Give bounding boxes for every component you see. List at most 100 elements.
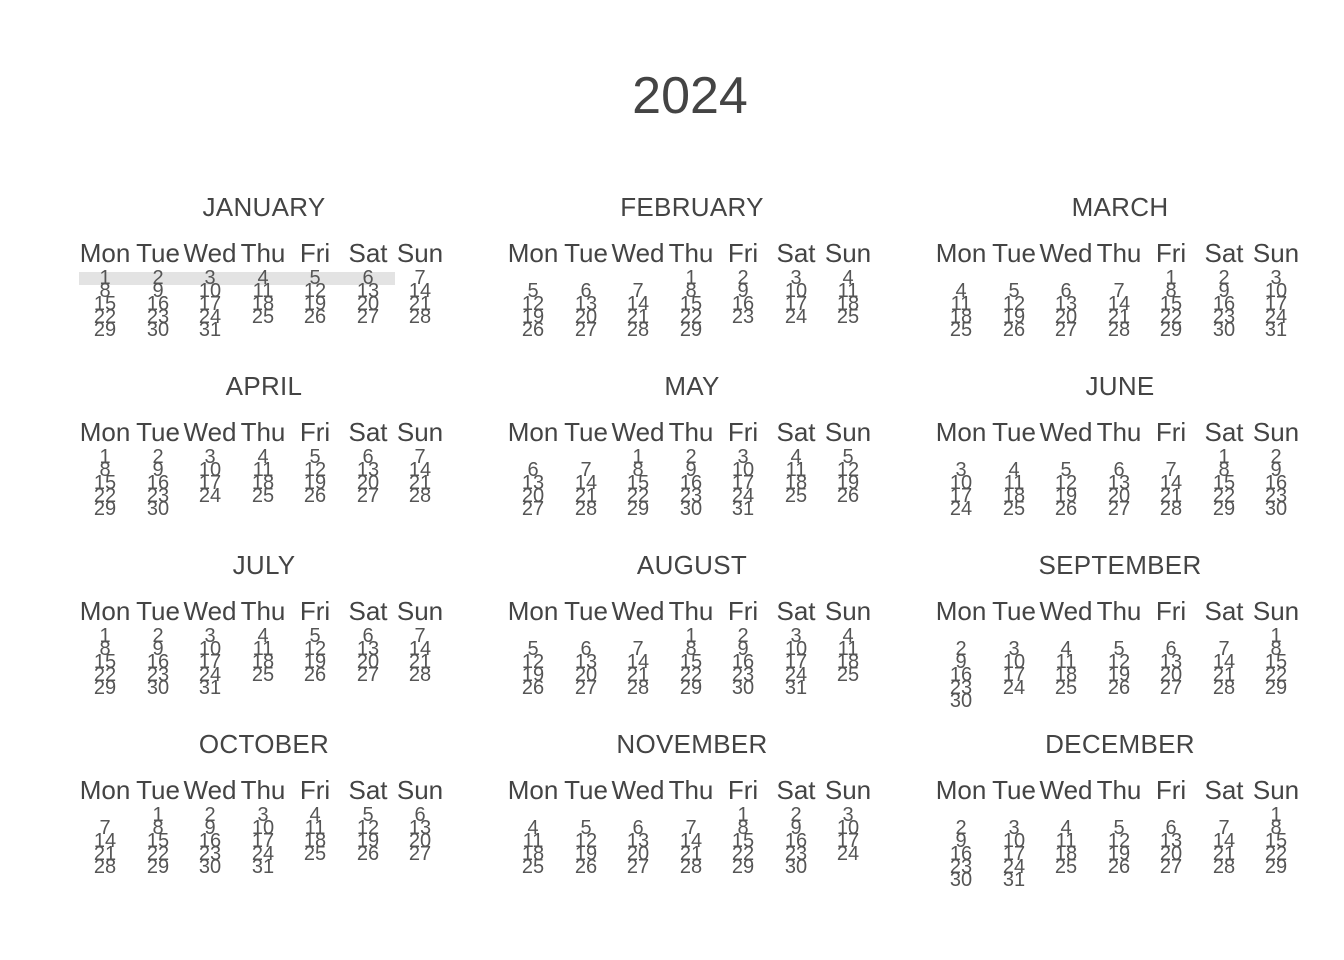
day-cell[interactable]: 27 (1054, 319, 1078, 341)
day-cell[interactable]: 30 (146, 498, 170, 520)
day-cell[interactable]: 9 (152, 280, 164, 302)
day-cell[interactable]: 24 (949, 498, 973, 520)
day-cell[interactable]: 18 (251, 472, 275, 494)
day-cell[interactable]: 2 (737, 625, 749, 647)
day-cell[interactable]: 1 (737, 804, 749, 826)
day-cell[interactable]: 4 (309, 804, 321, 826)
day-cell[interactable]: 19 (303, 472, 327, 494)
day-cell[interactable]: 8 (1218, 459, 1230, 481)
day-cell[interactable]: 10 (1264, 280, 1288, 302)
day-cell[interactable]: 15 (679, 293, 703, 315)
day-cell[interactable]: 5 (1113, 638, 1125, 660)
day-cell[interactable]: 10 (198, 280, 222, 302)
day-cell[interactable]: 5 (580, 817, 592, 839)
day-cell[interactable]: 21 (626, 306, 650, 328)
day-cell[interactable]: 22 (1264, 843, 1288, 865)
day-cell[interactable]: 5 (309, 446, 321, 468)
day-cell[interactable]: 2 (152, 625, 164, 647)
day-cell[interactable]: 7 (99, 817, 111, 839)
day-cell[interactable]: 21 (626, 664, 650, 686)
day-cell[interactable]: 12 (574, 830, 598, 852)
day-cell[interactable]: 16 (1212, 293, 1236, 315)
day-cell[interactable]: 6 (1165, 817, 1177, 839)
day-cell[interactable]: 19 (836, 472, 860, 494)
day-cell[interactable]: 9 (1270, 459, 1282, 481)
day-cell[interactable]: 22 (731, 843, 755, 865)
day-cell[interactable]: 29 (1159, 319, 1183, 341)
day-cell[interactable]: 28 (1212, 856, 1236, 878)
day-cell[interactable]: 1 (1218, 446, 1230, 468)
day-cell[interactable]: 29 (1264, 677, 1288, 699)
day-cell[interactable]: 12 (521, 651, 545, 673)
day-cell[interactable]: 13 (356, 459, 380, 481)
day-cell[interactable]: 7 (414, 267, 426, 289)
day-cell[interactable]: 3 (955, 459, 967, 481)
day-cell[interactable]: 4 (527, 817, 539, 839)
day-cell[interactable]: 28 (626, 677, 650, 699)
day-cell[interactable]: 4 (257, 267, 269, 289)
day-cell[interactable]: 6 (580, 638, 592, 660)
day-cell[interactable]: 4 (1008, 459, 1020, 481)
day-cell[interactable]: 5 (309, 625, 321, 647)
day-cell[interactable]: 20 (626, 843, 650, 865)
day-cell[interactable]: 8 (1165, 280, 1177, 302)
day-cell[interactable]: 16 (198, 830, 222, 852)
day-cell[interactable]: 11 (252, 638, 274, 660)
day-cell[interactable]: 26 (303, 664, 327, 686)
day-cell[interactable]: 25 (251, 306, 275, 328)
day-cell[interactable]: 23 (146, 485, 170, 507)
day-cell[interactable]: 22 (679, 664, 703, 686)
day-cell[interactable]: 13 (356, 638, 380, 660)
day-cell[interactable]: 4 (257, 625, 269, 647)
day-cell[interactable]: 10 (1002, 830, 1026, 852)
day-cell[interactable]: 23 (784, 843, 808, 865)
day-cell[interactable]: 27 (356, 306, 380, 328)
day-cell[interactable]: 30 (146, 677, 170, 699)
day-cell[interactable]: 13 (521, 472, 545, 494)
day-cell[interactable]: 14 (1212, 830, 1236, 852)
day-cell[interactable]: 16 (949, 664, 973, 686)
day-cell[interactable]: 23 (949, 856, 973, 878)
day-cell[interactable]: 20 (1107, 485, 1131, 507)
day-cell[interactable]: 16 (679, 472, 703, 494)
day-cell[interactable]: 23 (1264, 485, 1288, 507)
day-cell[interactable]: 21 (1212, 664, 1236, 686)
day-cell[interactable]: 29 (1212, 498, 1236, 520)
day-cell[interactable]: 7 (580, 459, 592, 481)
day-cell[interactable]: 27 (408, 843, 432, 865)
day-cell[interactable]: 19 (521, 664, 545, 686)
day-cell[interactable]: 26 (303, 485, 327, 507)
day-cell[interactable]: 24 (198, 485, 222, 507)
day-cell[interactable]: 17 (836, 830, 860, 852)
day-cell[interactable]: 31 (1264, 319, 1288, 341)
day-cell[interactable]: 14 (626, 293, 650, 315)
day-cell[interactable]: 28 (1212, 677, 1236, 699)
day-cell[interactable]: 10 (731, 459, 755, 481)
day-cell[interactable]: 4 (790, 446, 802, 468)
day-cell[interactable]: 24 (251, 843, 275, 865)
day-cell[interactable]: 11 (1003, 472, 1025, 494)
day-cell[interactable]: 1 (152, 804, 164, 826)
day-cell[interactable]: 30 (784, 856, 808, 878)
day-cell[interactable]: 28 (408, 306, 432, 328)
day-cell[interactable]: 17 (251, 830, 275, 852)
day-cell[interactable]: 8 (685, 638, 697, 660)
day-cell[interactable]: 29 (679, 319, 703, 341)
day-cell[interactable]: 6 (632, 817, 644, 839)
day-cell[interactable]: 24 (198, 306, 222, 328)
day-cell[interactable]: 27 (1107, 498, 1131, 520)
day-cell[interactable]: 9 (152, 638, 164, 660)
day-cell[interactable]: 21 (93, 843, 117, 865)
day-cell[interactable]: 22 (679, 306, 703, 328)
day-cell[interactable]: 6 (1113, 459, 1125, 481)
day-cell[interactable]: 27 (356, 664, 380, 686)
day-cell[interactable]: 3 (1270, 267, 1282, 289)
day-cell[interactable]: 6 (1165, 638, 1177, 660)
day-cell[interactable]: 12 (521, 293, 545, 315)
day-cell[interactable]: 18 (1002, 485, 1026, 507)
day-cell[interactable]: 9 (685, 459, 697, 481)
day-cell[interactable]: 22 (1159, 306, 1183, 328)
day-cell[interactable]: 28 (626, 319, 650, 341)
day-cell[interactable]: 25 (836, 664, 860, 686)
day-cell[interactable]: 22 (93, 306, 117, 328)
